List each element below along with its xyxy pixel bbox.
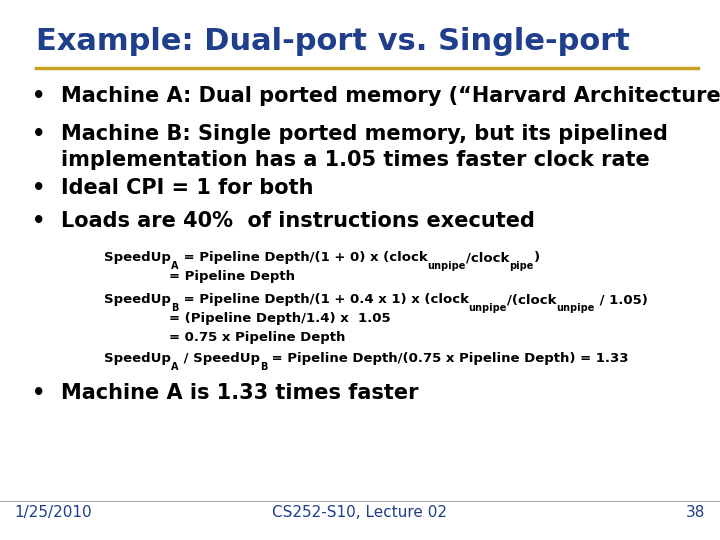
Text: unpipe: unpipe — [557, 303, 595, 313]
Text: CS252-S10, Lecture 02: CS252-S10, Lecture 02 — [272, 505, 448, 520]
Text: A: A — [171, 261, 179, 271]
Text: •: • — [32, 124, 46, 144]
Text: = 0.75 x Pipeline Depth: = 0.75 x Pipeline Depth — [169, 331, 346, 344]
Text: 1/25/2010: 1/25/2010 — [14, 505, 92, 520]
Text: /(clock: /(clock — [507, 293, 557, 306]
Text: Machine B: Single ported memory, but its pipelined
implementation has a 1.05 tim: Machine B: Single ported memory, but its… — [61, 124, 668, 170]
Text: = Pipeline Depth: = Pipeline Depth — [169, 270, 295, 283]
Text: SpeedUp: SpeedUp — [104, 293, 171, 306]
Text: SpeedUp: SpeedUp — [104, 352, 171, 365]
Text: = Pipeline Depth/(0.75 x Pipeline Depth) = 1.33: = Pipeline Depth/(0.75 x Pipeline Depth)… — [267, 352, 629, 365]
Text: Machine A: Dual ported memory (“Harvard Architecture”): Machine A: Dual ported memory (“Harvard … — [61, 86, 720, 106]
Text: SpeedUp: SpeedUp — [104, 251, 171, 264]
Text: •: • — [32, 178, 46, 198]
Text: /clock: /clock — [466, 251, 509, 264]
Text: Example: Dual-port vs. Single-port: Example: Dual-port vs. Single-port — [36, 27, 630, 56]
Text: = Pipeline Depth/(1 + 0.4 x 1) x (clock: = Pipeline Depth/(1 + 0.4 x 1) x (clock — [179, 293, 469, 306]
Text: Machine A is 1.33 times faster: Machine A is 1.33 times faster — [61, 383, 419, 403]
Text: / SpeedUp: / SpeedUp — [179, 352, 260, 365]
Text: / 1.05): / 1.05) — [595, 293, 648, 306]
Text: Loads are 40%  of instructions executed: Loads are 40% of instructions executed — [61, 211, 535, 231]
Text: ): ) — [534, 251, 540, 264]
Text: •: • — [32, 86, 46, 106]
Text: 38: 38 — [686, 505, 706, 520]
Text: B: B — [260, 362, 267, 372]
Text: = Pipeline Depth/(1 + 0) x (clock: = Pipeline Depth/(1 + 0) x (clock — [179, 251, 428, 264]
Text: •: • — [32, 383, 46, 403]
Text: A: A — [171, 362, 179, 372]
Text: Ideal CPI = 1 for both: Ideal CPI = 1 for both — [61, 178, 314, 198]
Text: •: • — [32, 211, 46, 231]
Text: unpipe: unpipe — [428, 261, 466, 271]
Text: = (Pipeline Depth/1.4) x  1.05: = (Pipeline Depth/1.4) x 1.05 — [169, 312, 391, 325]
Text: B: B — [171, 303, 179, 313]
Text: pipe: pipe — [509, 261, 534, 271]
Text: unpipe: unpipe — [469, 303, 507, 313]
